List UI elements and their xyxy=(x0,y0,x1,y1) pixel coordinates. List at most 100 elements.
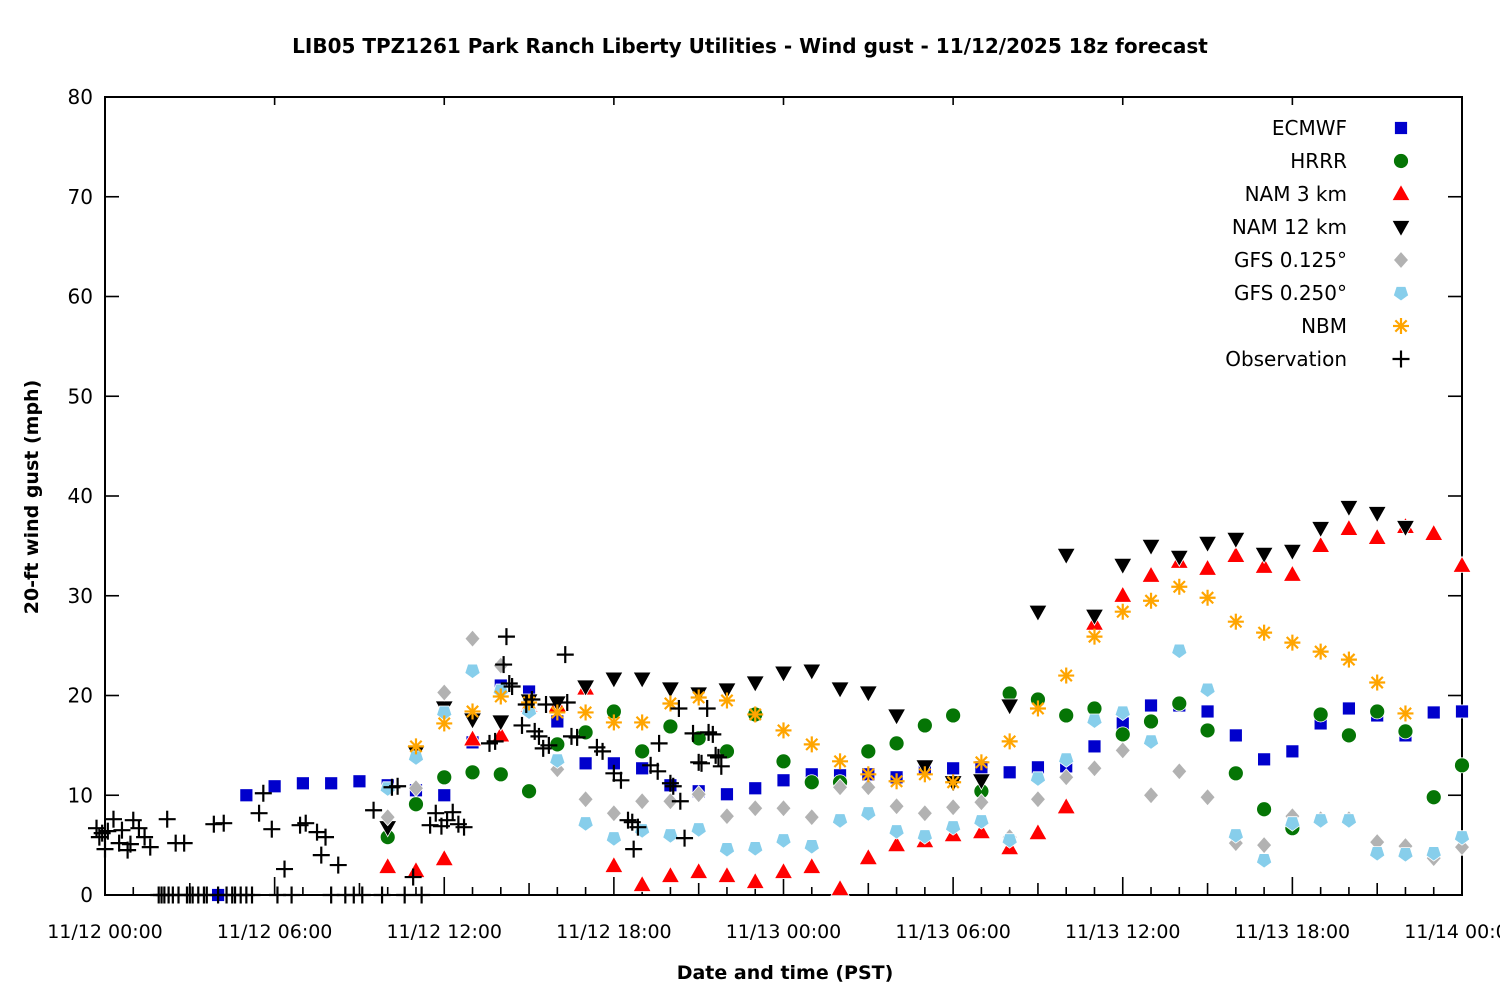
data-point xyxy=(605,831,622,847)
data-point xyxy=(803,808,820,827)
data-point xyxy=(1200,704,1215,719)
data-point xyxy=(409,739,423,753)
data-point xyxy=(886,834,907,853)
data-point xyxy=(1342,701,1356,716)
data-point xyxy=(1114,741,1131,760)
data-point xyxy=(1058,752,1075,768)
data-point xyxy=(861,767,875,781)
data-point xyxy=(379,808,396,827)
data-point xyxy=(918,767,932,781)
x-tick-label: 11/14 00:00 xyxy=(1404,921,1500,943)
data-point xyxy=(605,804,622,823)
data-point xyxy=(1058,768,1075,787)
data-point xyxy=(802,663,822,681)
data-point xyxy=(720,787,734,802)
data-point xyxy=(1392,250,1410,270)
legend-item-hrrr: HRRR xyxy=(1290,149,1409,173)
data-point xyxy=(1084,608,1105,627)
data-point xyxy=(858,847,878,865)
data-point xyxy=(1003,734,1017,748)
legend-item-nam-3-km: NAM 3 km xyxy=(1245,182,1411,206)
x-tick-label: 11/12 12:00 xyxy=(386,921,502,943)
data-point xyxy=(1340,813,1358,829)
data-point xyxy=(662,718,679,735)
data-point xyxy=(1142,734,1160,750)
x-axis: 11/12 00:00 11/12 06:00 11/12 12:00 11/12 1… xyxy=(47,97,1500,943)
data-point xyxy=(1087,739,1102,754)
data-point xyxy=(1114,705,1131,721)
data-point xyxy=(1028,604,1048,623)
data-point xyxy=(946,775,960,789)
data-point xyxy=(1391,183,1411,201)
data-point xyxy=(1144,594,1158,608)
data-point xyxy=(945,798,962,817)
data-point xyxy=(747,841,764,857)
data-point xyxy=(1171,643,1188,660)
data-point xyxy=(1453,830,1471,846)
data-point xyxy=(718,807,735,826)
legend-label: GFS 0.125° xyxy=(1234,248,1347,272)
data-point xyxy=(437,788,452,803)
data-point xyxy=(1397,847,1414,863)
data-point xyxy=(352,774,367,789)
data-point xyxy=(1257,752,1272,767)
data-point xyxy=(860,806,877,822)
data-point xyxy=(773,665,794,683)
data-point xyxy=(660,681,681,699)
data-point xyxy=(999,698,1020,716)
x-axis-title: Date and time (PST) xyxy=(676,962,894,984)
data-point xyxy=(1391,220,1411,238)
data-point xyxy=(436,705,453,721)
legend-label: HRRR xyxy=(1290,149,1347,173)
data-point xyxy=(1059,669,1073,682)
data-point xyxy=(324,776,339,791)
data-point xyxy=(521,783,537,800)
data-point xyxy=(1199,682,1216,699)
y-tick-label: 40 xyxy=(68,484,93,508)
y-tick-label: 30 xyxy=(68,584,93,608)
data-point xyxy=(830,681,850,699)
data-point xyxy=(1199,722,1216,739)
data-point xyxy=(1339,518,1359,536)
data-point xyxy=(1056,547,1076,566)
data-point xyxy=(1056,796,1076,815)
x-tick-label: 11/13 06:00 xyxy=(895,921,1011,943)
data-point xyxy=(1197,558,1218,576)
legend-label: GFS 0.250° xyxy=(1234,281,1347,305)
data-point xyxy=(492,766,509,783)
data-point xyxy=(1285,636,1299,650)
data-point xyxy=(1226,531,1246,550)
data-point xyxy=(1029,771,1047,787)
data-point xyxy=(1397,723,1414,740)
series-gfs-0-250- xyxy=(379,643,1471,869)
data-point xyxy=(833,754,847,768)
data-point xyxy=(1341,727,1357,744)
data-point xyxy=(805,737,819,751)
data-point xyxy=(1086,759,1103,778)
data-point xyxy=(717,682,737,700)
y-tick-label: 20 xyxy=(68,684,93,708)
data-point xyxy=(1256,801,1273,818)
y-axis-title: 20-ft wind gust (mph) xyxy=(21,379,43,615)
data-point xyxy=(775,753,792,770)
data-point xyxy=(634,792,651,811)
data-point xyxy=(745,675,765,693)
data-point xyxy=(803,839,820,855)
data-point xyxy=(1399,707,1412,720)
data-point xyxy=(1113,557,1133,576)
data-point xyxy=(718,842,736,858)
x-tick-label: 11/12 18:00 xyxy=(556,921,672,943)
data-point xyxy=(1228,728,1243,743)
series-nbm xyxy=(407,578,1414,791)
data-point xyxy=(436,683,453,702)
data-point xyxy=(1116,605,1130,619)
x-tick-label: 11/13 12:00 xyxy=(1065,921,1181,943)
data-point xyxy=(1425,846,1442,862)
data-point xyxy=(832,778,849,797)
data-point xyxy=(632,874,652,892)
x-tick-label: 11/13 18:00 xyxy=(1235,921,1351,943)
data-point xyxy=(973,793,990,812)
data-point xyxy=(690,730,707,747)
data-point xyxy=(550,706,564,719)
data-point xyxy=(717,865,737,883)
